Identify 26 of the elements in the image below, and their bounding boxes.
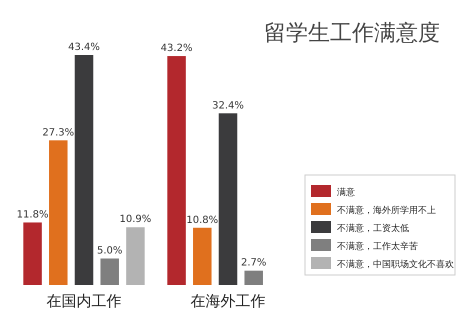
text: 留学生工作满意度 xyxy=(264,21,440,46)
legend-label: 不满意，中国职场文化不喜欢 xyxy=(337,259,454,270)
legend-label: 不满意，工资太低 xyxy=(337,223,409,234)
bar xyxy=(49,140,68,285)
data-label: 10.9% xyxy=(120,214,152,226)
x-tick-label: 在海外工作 xyxy=(190,292,266,310)
data-label: 2.7% xyxy=(241,258,266,269)
bar xyxy=(193,228,212,285)
x-tick-label: 在国内工作 xyxy=(46,292,122,310)
data-label: 11.8% xyxy=(16,209,48,220)
data-label: 32.4% xyxy=(212,100,244,112)
bar xyxy=(74,55,94,285)
bar xyxy=(218,113,238,285)
data-label: 43.2% xyxy=(160,43,192,54)
data-label: 10.8% xyxy=(186,214,218,226)
legend-label: 不满意，海外所学用不上 xyxy=(337,205,436,216)
bar xyxy=(126,227,145,285)
data-label: 27.3% xyxy=(42,127,74,138)
bar xyxy=(244,270,263,285)
bar xyxy=(23,222,42,285)
data-label: 5.0% xyxy=(97,246,122,256)
data-label: 43.4% xyxy=(68,42,100,53)
legend-label: 满意 xyxy=(337,187,355,198)
bar xyxy=(167,56,186,285)
legend-label: 不满意，工作太辛苦 xyxy=(337,241,418,252)
bar xyxy=(100,258,119,285)
